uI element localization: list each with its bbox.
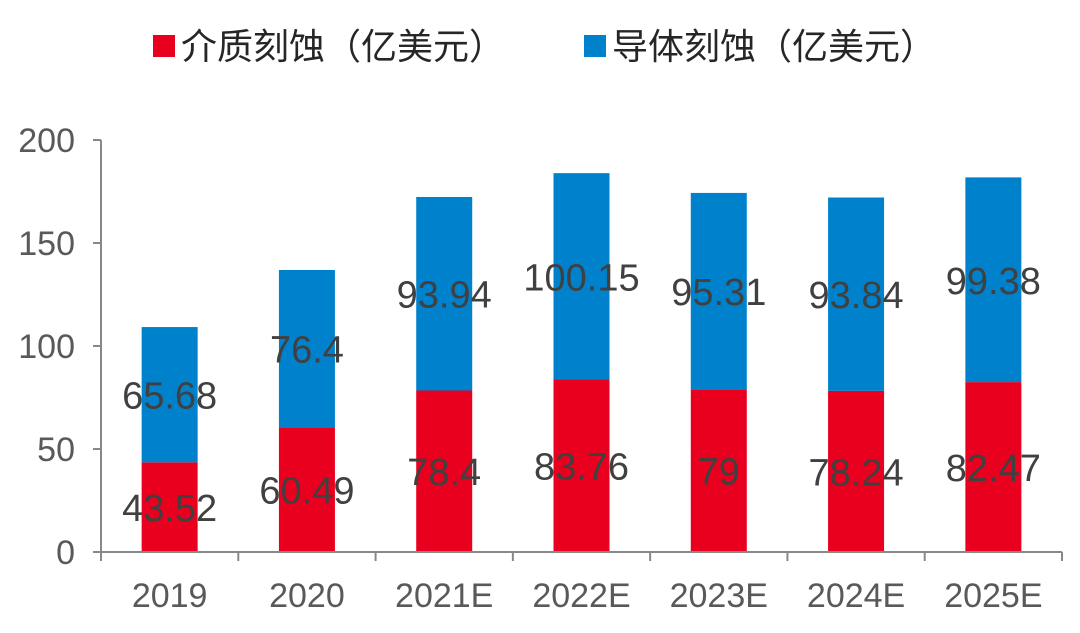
data-label-dielectric: 78.24 <box>809 452 904 494</box>
legend-swatch-dielectric <box>153 35 175 57</box>
x-tick-label: 2020 <box>269 577 345 615</box>
legend-label-conductor: 导体刻蚀（亿美元） <box>612 26 936 67</box>
data-label-dielectric: 82.47 <box>946 448 1041 490</box>
bar-segment-conductor <box>416 196 473 391</box>
data-label-dielectric: 60.49 <box>259 471 354 513</box>
bar-segment-dielectric <box>965 382 1022 552</box>
x-tick-label: 2019 <box>132 577 208 615</box>
legend-swatch-conductor <box>584 35 606 57</box>
data-label-conductor: 93.84 <box>809 275 904 317</box>
legend: 介质刻蚀（亿美元） 导体刻蚀（亿美元） <box>153 26 936 67</box>
data-label-dielectric: 83.76 <box>534 447 629 489</box>
x-axis: 2019 2020 2021E 2022E 2023E 2024E 2025E <box>100 551 1063 615</box>
bar-segment-conductor <box>553 173 610 380</box>
y-tick-label: 150 <box>18 225 75 263</box>
bar-segment-conductor <box>141 327 198 463</box>
x-tick-label: 2023E <box>670 577 768 615</box>
bar-segment-dielectric <box>141 462 198 552</box>
bar-segment-conductor <box>690 192 747 390</box>
data-label-conductor: 76.4 <box>270 330 344 372</box>
x-tick-label: 2025E <box>944 577 1042 615</box>
data-labels: 43.52 65.68 60.49 76.4 78.4 93.94 83.76 100.15 7… <box>122 257 1041 530</box>
y-tick-label: 50 <box>37 431 75 469</box>
data-label-conductor: 95.31 <box>671 272 766 314</box>
data-label-dielectric: 79 <box>698 452 740 494</box>
bar-segment-dielectric <box>690 389 747 552</box>
x-tick-label: 2022E <box>532 577 630 615</box>
x-tick-label: 2024E <box>807 577 905 615</box>
bar-segment-conductor <box>828 197 885 391</box>
bar-segment-dielectric <box>416 390 473 552</box>
legend-label-dielectric: 介质刻蚀（亿美元） <box>181 26 505 67</box>
y-tick-label: 100 <box>18 328 75 366</box>
data-label-conductor: 100.15 <box>523 257 639 299</box>
data-label-conductor: 65.68 <box>122 376 217 418</box>
x-tick-label: 2021E <box>395 577 493 615</box>
y-axis: 0 50 100 150 200 <box>18 122 102 572</box>
bars <box>141 173 1022 552</box>
bar-segment-dielectric <box>553 379 610 552</box>
data-label-conductor: 93.94 <box>397 275 492 317</box>
data-label-dielectric: 43.52 <box>122 488 217 530</box>
bar-segment-dielectric <box>278 427 335 552</box>
data-label-conductor: 99.38 <box>946 261 1041 303</box>
y-tick-label: 200 <box>18 122 75 160</box>
data-label-dielectric: 78.4 <box>407 452 481 494</box>
bar-segment-conductor <box>278 270 335 428</box>
y-tick-label: 0 <box>56 534 75 572</box>
bar-segment-dielectric <box>828 390 885 552</box>
bar-segment-conductor <box>965 177 1022 383</box>
